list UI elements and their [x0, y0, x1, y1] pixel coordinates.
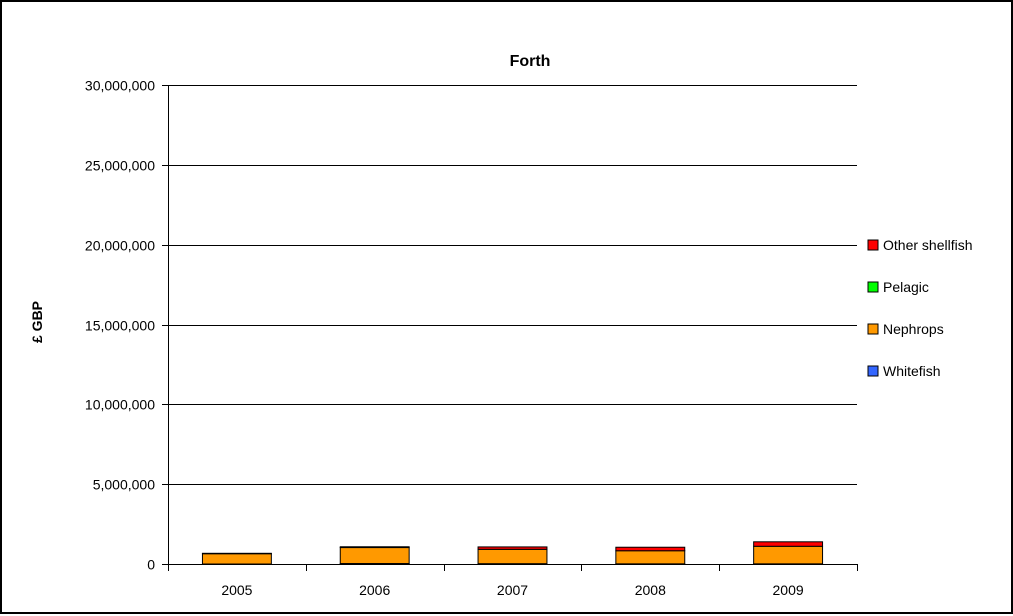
chart-title: Forth: [510, 53, 551, 70]
y-tick-label: 20,000,000: [85, 238, 155, 254]
legend-label-other-shellfish: Other shellfish: [883, 237, 972, 253]
bar-nephrops-2008: [615, 550, 686, 565]
bars: [201, 541, 824, 565]
y-tick-label: 15,000,000: [85, 318, 155, 334]
legend-swatch-pelagic: [867, 281, 879, 293]
bar-other-shellfish-2008: [615, 546, 686, 552]
y-tick-label: 0: [147, 557, 155, 573]
axes: 0 5,000,000 10,000,000 15,000,000 20,000,000…: [85, 78, 858, 598]
bar-nephrops-2009: [753, 545, 824, 565]
bar-nephrops-2006: [339, 547, 410, 565]
y-tick-label: 5,000,000: [93, 477, 155, 493]
bar-other-shellfish-2006: [339, 546, 410, 549]
x-tick-label: 2009: [773, 582, 804, 598]
legend-label-whitefish: Whitefish: [883, 363, 941, 379]
x-tick-label: 2006: [359, 582, 390, 598]
legend-label-pelagic: Pelagic: [883, 279, 929, 295]
bar-other-shellfish-2007: [477, 546, 548, 550]
y-tick-label: 25,000,000: [85, 158, 155, 174]
y-tick-label: 30,000,000: [85, 78, 155, 94]
y-tick-label: 10,000,000: [85, 397, 155, 413]
x-tick-label: 2005: [221, 582, 252, 598]
bar-other-shellfish-2009: [753, 541, 824, 547]
bar-nephrops-2005: [201, 553, 272, 565]
legend-label-nephrops: Nephrops: [883, 321, 944, 337]
legend-swatch-whitefish: [867, 365, 879, 377]
y-axis-title: £ GBP: [29, 301, 45, 343]
x-tick-label: 2007: [497, 582, 528, 598]
legend-swatch-other-shellfish: [867, 239, 879, 251]
bar-nephrops-2007: [477, 548, 548, 565]
gridlines: [168, 85, 857, 485]
legend: Other shellfish Pelagic Nephrops Whitefish: [867, 237, 972, 379]
x-tick-label: 2008: [635, 582, 666, 598]
legend-swatch-nephrops: [867, 323, 879, 335]
bar-other-shellfish-2005: [201, 552, 272, 555]
